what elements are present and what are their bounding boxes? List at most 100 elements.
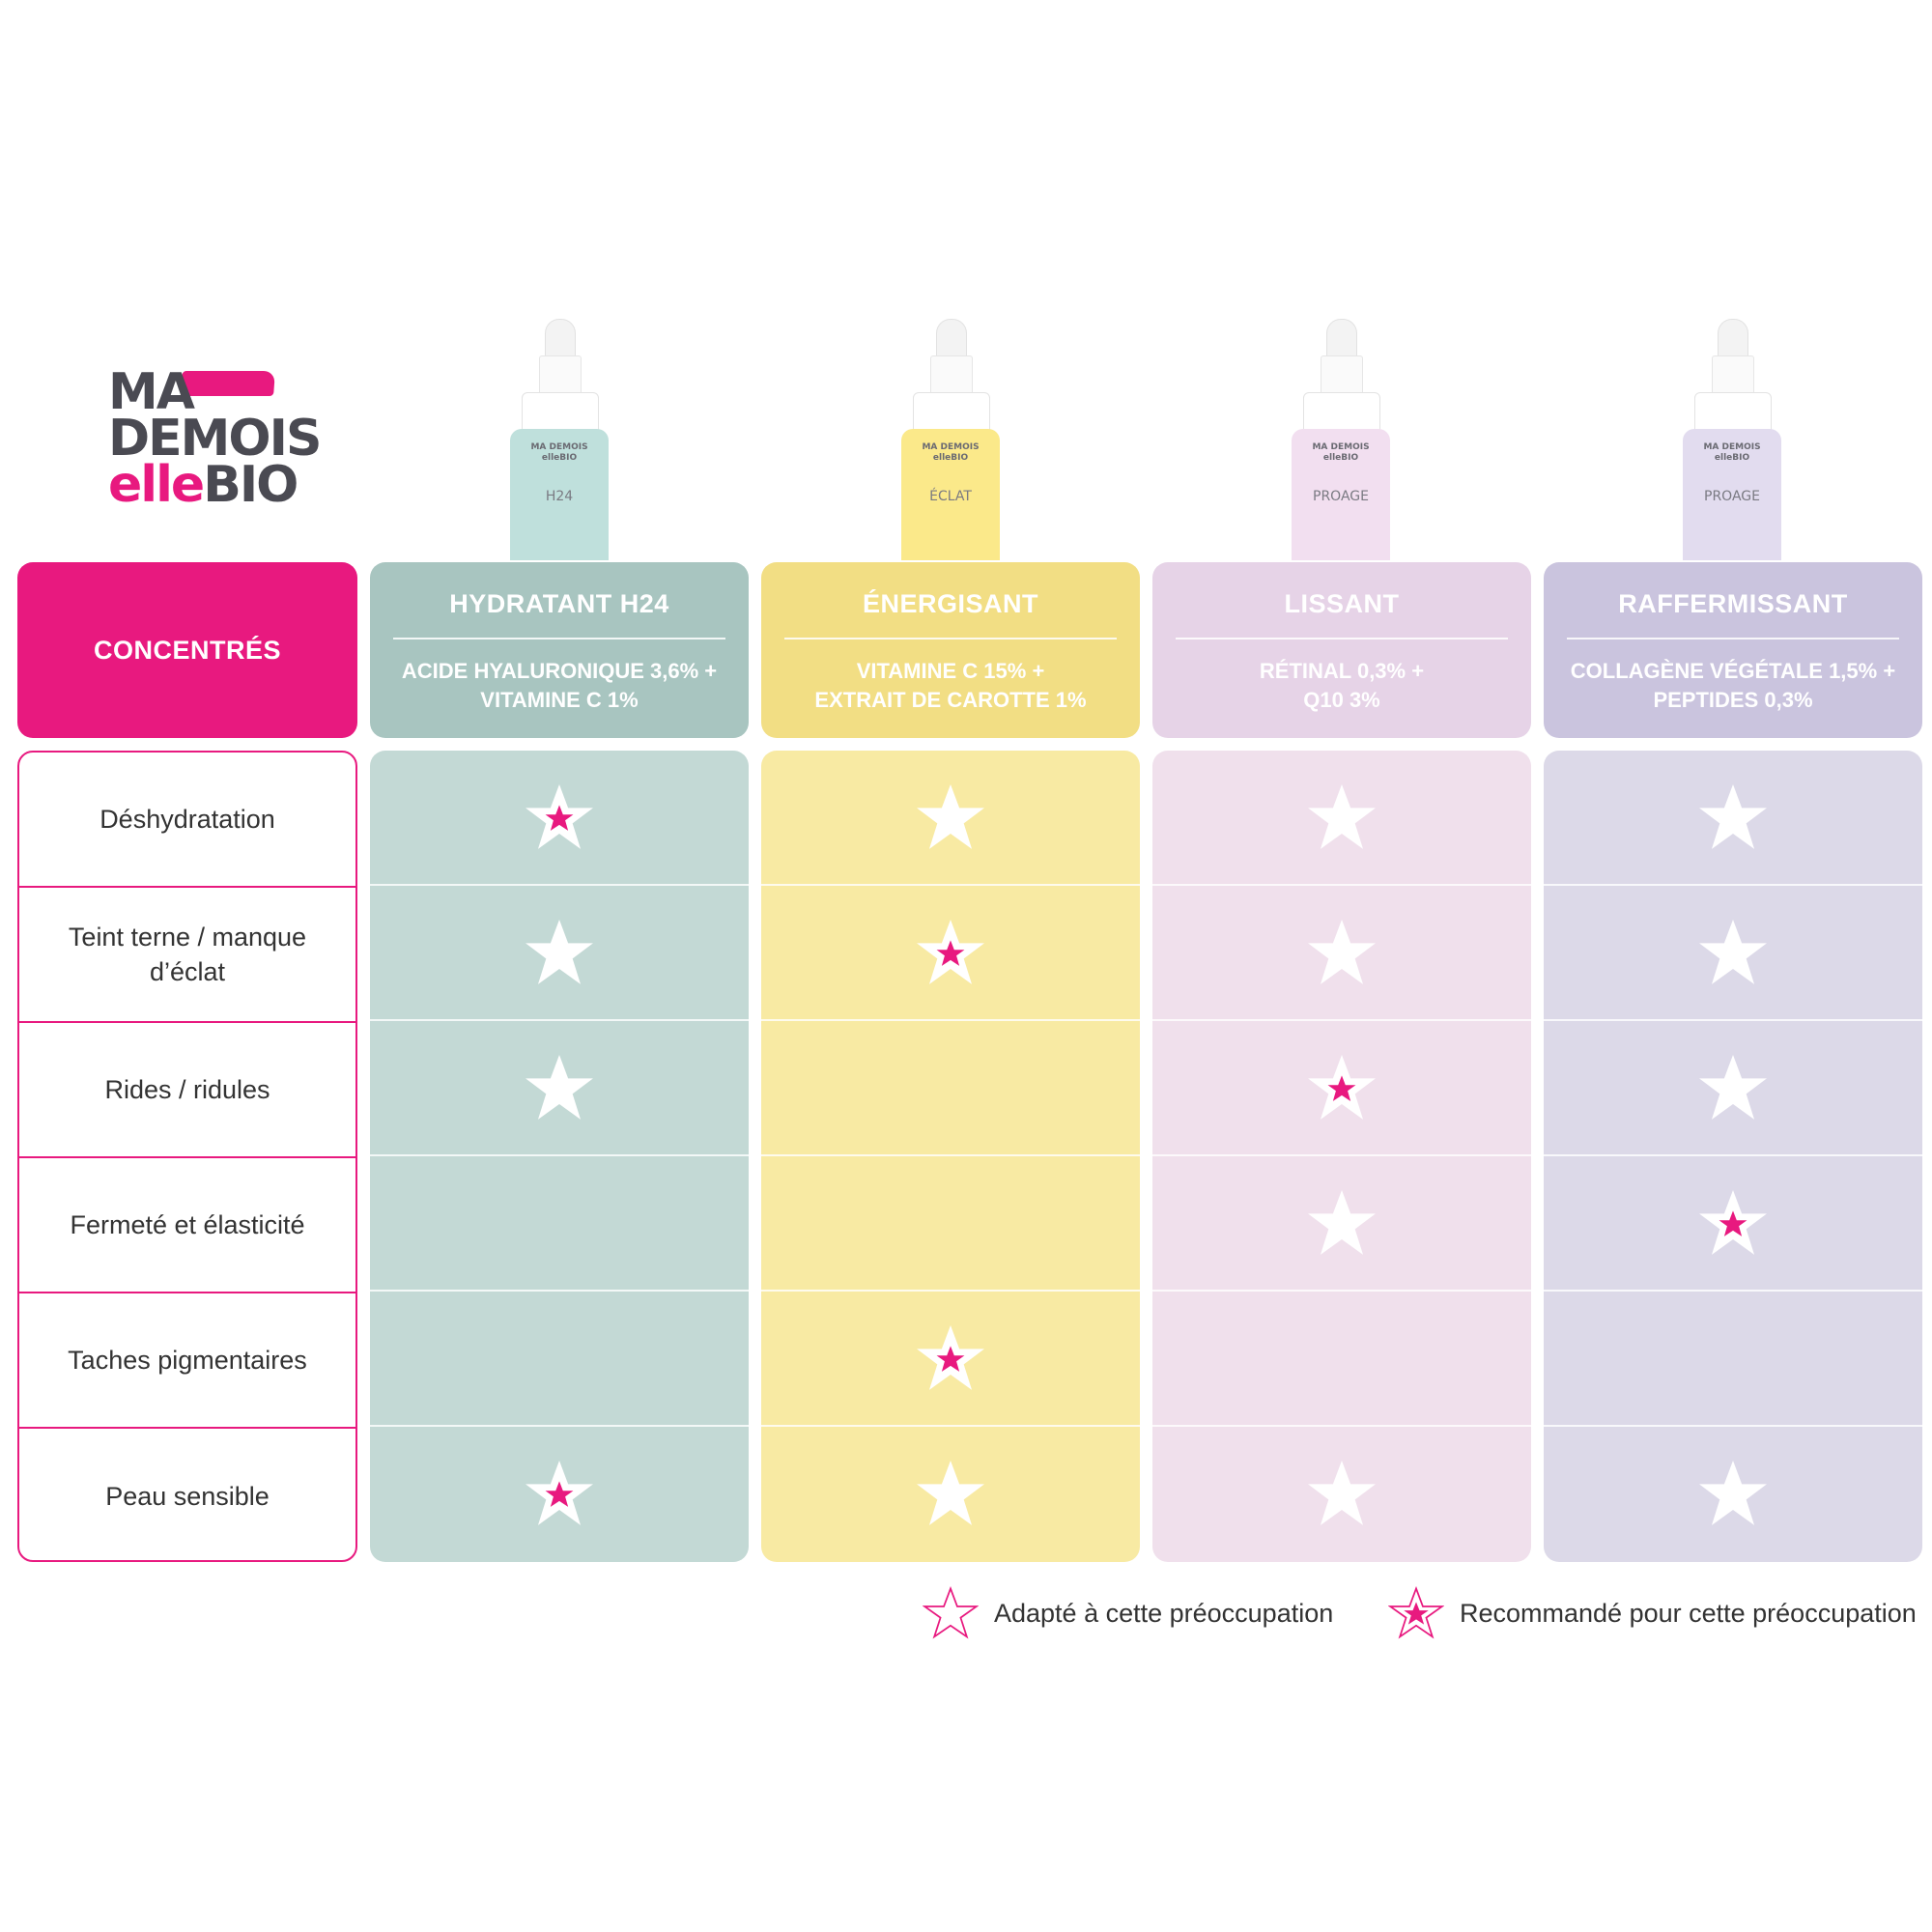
- legend-recommended: Recommandé pour cette préoccupation: [1388, 1584, 1917, 1642]
- logo-line-2: DEMOIS: [108, 410, 322, 468]
- bottle-name: H24: [545, 489, 574, 504]
- brand-logo: MA DEMOIS elleBIO: [108, 363, 322, 512]
- star-adapted-icon: [917, 1461, 984, 1525]
- ingredient-line-2: Q10 3%: [1303, 688, 1380, 712]
- concern-labels: Déshydratation Teint terne / manque d’éc…: [17, 751, 357, 1562]
- rating-cell: [1152, 751, 1531, 886]
- rating-column-hydratant: [370, 751, 749, 1562]
- star-recommended-icon: [1388, 1586, 1444, 1639]
- header-concentres: CONCENTRÉS: [17, 562, 357, 738]
- product-bottle-image: MA DEMOIS elleBIO H24: [506, 319, 612, 560]
- rating-column-raffermissant: [1544, 751, 1922, 1562]
- legend-recommended-label: Recommandé pour cette préoccupation: [1460, 1598, 1917, 1628]
- product-ingredients: ACIDE HYALURONIQUE 3,6% + VITAMINE C 1%: [380, 657, 739, 715]
- bottle-label: MA DEMOIS elleBIO: [922, 442, 980, 463]
- product-header-hydratant: HYDRATANT H24 ACIDE HYALURONIQUE 3,6% + …: [370, 562, 749, 738]
- rating-cell: [1152, 1292, 1531, 1427]
- rating-cell: [761, 1427, 1140, 1562]
- star-adapted-icon: [526, 920, 593, 984]
- rating-cell: [761, 1156, 1140, 1292]
- star-adapted-icon: [1308, 920, 1376, 984]
- header-divider: [1176, 638, 1508, 639]
- star-recommended-icon: [917, 1325, 984, 1390]
- rating-cell: [370, 1021, 749, 1156]
- bottle-body: [1292, 429, 1390, 560]
- product-name: ÉNERGISANT: [862, 589, 1039, 618]
- star-adapted-icon: [1699, 1055, 1767, 1120]
- rating-cell: [761, 751, 1140, 886]
- bottle-body: [901, 429, 1000, 560]
- product-header-lissant: LISSANT RÉTINAL 0,3% + Q10 3%: [1152, 562, 1531, 738]
- concern-label: Taches pigmentaires: [19, 1293, 355, 1429]
- star-recommended-icon: [917, 920, 984, 984]
- bottle-label: MA DEMOIS elleBIO: [530, 442, 588, 463]
- product-header-raffermissant: RAFFERMISSANT COLLAGÈNE VÉGÉTALE 1,5% + …: [1544, 562, 1922, 738]
- rating-column-energisant: [761, 751, 1140, 1562]
- star-recommended-icon: [1699, 1190, 1767, 1255]
- header-divider: [1567, 638, 1899, 639]
- product-ingredients: VITAMINE C 15% + EXTRAIT DE CAROTTE 1%: [771, 657, 1130, 715]
- rating-cell: [1544, 1292, 1922, 1427]
- bottle-name: PROAGE: [1704, 489, 1760, 504]
- rating-cell: [1544, 1021, 1922, 1156]
- star-outline-icon: [923, 1586, 979, 1639]
- logo-line-1: MA: [108, 363, 195, 421]
- rating-cell: [761, 1292, 1140, 1427]
- star-adapted-icon: [917, 784, 984, 849]
- product-ingredients: COLLAGÈNE VÉGÉTALE 1,5% + PEPTIDES 0,3%: [1553, 657, 1913, 715]
- rating-cell: [1152, 1156, 1531, 1292]
- rating-cell: [761, 886, 1140, 1021]
- bottle-label: MA DEMOIS elleBIO: [1703, 442, 1761, 463]
- ingredient-line-2: VITAMINE C 1%: [480, 688, 639, 712]
- concern-label: Teint terne / manque d’éclat: [19, 888, 355, 1023]
- product-name: HYDRATANT H24: [449, 589, 669, 618]
- product-bottle-image: MA DEMOIS elleBIO PROAGE: [1288, 319, 1394, 560]
- star-adapted-icon: [1699, 920, 1767, 984]
- ingredient-line-2: EXTRAIT DE CAROTTE 1%: [814, 688, 1087, 712]
- rating-column-lissant: [1152, 751, 1531, 1562]
- bottle-name: PROAGE: [1313, 489, 1369, 504]
- ingredient-line-2: PEPTIDES 0,3%: [1653, 688, 1813, 712]
- star-recommended-icon: [526, 1461, 593, 1525]
- legend-adapted-label: Adapté à cette préoccupation: [994, 1598, 1334, 1628]
- star-recommended-icon: [1308, 1055, 1376, 1120]
- header-label: CONCENTRÉS: [93, 635, 281, 665]
- rating-cell: [370, 751, 749, 886]
- rating-cell: [761, 1021, 1140, 1156]
- star-adapted-icon: [1699, 784, 1767, 849]
- product-ingredients: RÉTINAL 0,3% + Q10 3%: [1162, 657, 1521, 715]
- legend-adapted: Adapté à cette préoccupation: [923, 1584, 1333, 1642]
- product-name: RAFFERMISSANT: [1618, 589, 1848, 618]
- star-adapted-icon: [526, 1055, 593, 1120]
- star-adapted-icon: [1308, 1190, 1376, 1255]
- ingredient-line-1: ACIDE HYALURONIQUE 3,6% +: [401, 659, 718, 683]
- header-divider: [784, 638, 1117, 639]
- bottle-name: ÉCLAT: [929, 489, 972, 504]
- concern-label: Rides / ridules: [19, 1023, 355, 1158]
- logo-accent-bar: [181, 371, 275, 396]
- ingredient-line-1: VITAMINE C 15% +: [856, 659, 1045, 683]
- rating-cell: [1152, 1427, 1531, 1562]
- star-adapted-icon: [1308, 1461, 1376, 1525]
- concern-label: Peau sensible: [105, 1482, 270, 1511]
- rating-cell: [370, 1292, 749, 1427]
- ingredient-line-1: RÉTINAL 0,3% +: [1259, 659, 1425, 683]
- bottle-label: MA DEMOIS elleBIO: [1312, 442, 1370, 463]
- bottle-body: [1683, 429, 1781, 560]
- star-adapted-icon: [1699, 1461, 1767, 1525]
- rating-cell: [370, 886, 749, 1021]
- logo-rest-text: BIO: [203, 456, 298, 514]
- product-name: LISSANT: [1284, 589, 1400, 618]
- rating-cell: [370, 1427, 749, 1562]
- rating-cell: [1152, 886, 1531, 1021]
- rating-cell: [1544, 1427, 1922, 1562]
- rating-cell: [370, 1156, 749, 1292]
- star-adapted-icon: [1308, 784, 1376, 849]
- ingredient-line-1: COLLAGÈNE VÉGÉTALE 1,5% +: [1570, 659, 1896, 683]
- product-header-energisant: ÉNERGISANT VITAMINE C 15% + EXTRAIT DE C…: [761, 562, 1140, 738]
- rating-cell: [1544, 1156, 1922, 1292]
- rating-cell: [1152, 1021, 1531, 1156]
- logo-line-3: elleBIO: [108, 460, 298, 510]
- concern-label: Déshydratation: [19, 753, 355, 888]
- bottle-body: [510, 429, 609, 560]
